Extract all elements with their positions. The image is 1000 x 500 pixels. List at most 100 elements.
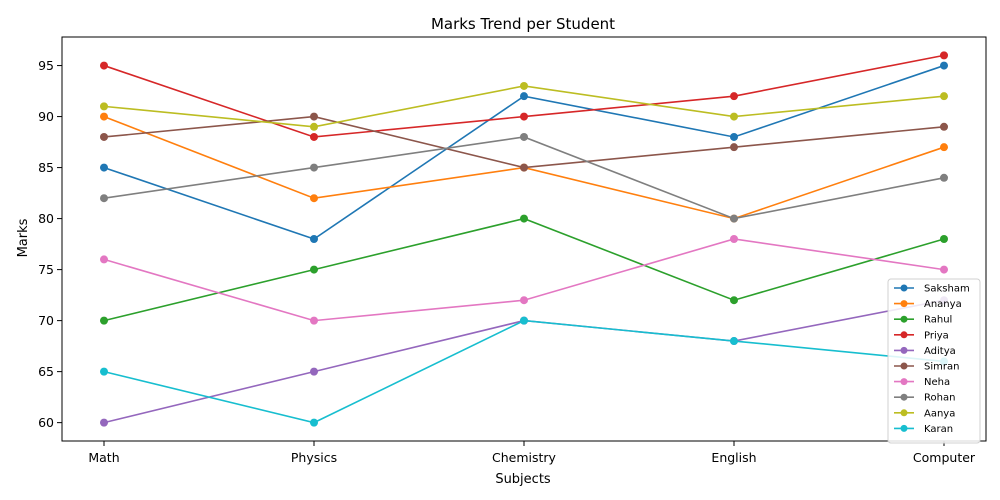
data-point [520, 92, 528, 101]
data-point [100, 255, 108, 264]
legend-swatch-marker [900, 362, 908, 370]
y-tick-label: 80 [38, 211, 54, 226]
legend-item: Rahul [894, 315, 952, 326]
legend-label: Aanya [924, 408, 955, 419]
legend-item: Simran [894, 362, 959, 373]
legend-label: Priya [924, 330, 949, 341]
series-aanya [100, 81, 948, 131]
legend: Saksham Ananya Rahul Priya Aditya Simran Neha R… [887, 278, 981, 444]
legend-item: Aditya [894, 346, 956, 357]
data-point [310, 122, 318, 131]
y-tick-label: 60 [38, 415, 54, 430]
data-point [940, 235, 948, 243]
x-axis-label: Subjects [495, 472, 551, 487]
series-karan [100, 316, 948, 427]
data-point [730, 92, 738, 101]
series-line [103, 136, 945, 220]
x-tick-label: Computer [913, 450, 976, 465]
legend-item: Saksham [894, 284, 970, 295]
legend-item: Ananya [894, 299, 962, 310]
data-point [940, 61, 948, 70]
data-point [310, 367, 318, 376]
data-point [940, 51, 948, 60]
y-tick-label: 90 [38, 109, 54, 124]
data-point [730, 296, 738, 305]
series-priya [100, 51, 948, 141]
x-tick-label: Physics [291, 450, 337, 465]
legend-swatch-marker [900, 300, 908, 308]
data-point [730, 337, 738, 346]
legend-item: Rohan [894, 393, 955, 404]
series-line [103, 238, 945, 322]
data-point [730, 143, 738, 152]
legend-swatch-marker [900, 315, 908, 323]
data-point [520, 214, 528, 223]
data-point [940, 173, 948, 182]
data-point [100, 316, 108, 325]
legend-swatch-marker [900, 346, 908, 354]
legend-label: Neha [924, 377, 950, 388]
data-point [100, 61, 108, 70]
series-saksham [100, 61, 948, 243]
legend-swatch-marker [900, 378, 908, 386]
legend-label: Rohan [924, 393, 955, 404]
data-point [100, 132, 108, 141]
data-point [310, 163, 318, 172]
y-tick-label: 85 [38, 160, 54, 175]
series-line [103, 115, 945, 169]
legend-label: Aditya [924, 346, 956, 357]
series-line [103, 217, 945, 322]
data-point [310, 235, 318, 243]
data-point [100, 194, 108, 203]
y-axis: 60 65 70 75 80 85 90 95 [38, 58, 62, 430]
data-point [730, 132, 738, 141]
series-line [103, 319, 945, 424]
series-rohan [100, 132, 948, 223]
legend-item: Neha [894, 377, 950, 388]
legend-item: Priya [894, 330, 949, 341]
legend-label: Saksham [924, 284, 970, 295]
data-point [100, 163, 108, 172]
data-point [940, 143, 948, 152]
legend-label: Karan [924, 424, 953, 435]
series-line [103, 85, 945, 128]
y-tick-label: 70 [38, 313, 54, 328]
data-point [730, 112, 738, 121]
legend-swatch-marker [900, 424, 908, 432]
data-point [940, 92, 948, 101]
series-aditya [100, 296, 948, 427]
y-axis-label: Marks [16, 218, 31, 257]
x-axis: Math Physics Chemistry English Computer [88, 441, 976, 465]
data-point [100, 102, 108, 111]
data-point [310, 132, 318, 141]
data-point [310, 316, 318, 325]
x-tick-label: English [711, 450, 756, 465]
series-line [103, 64, 945, 240]
data-point [100, 112, 108, 121]
y-tick-label: 65 [38, 364, 54, 379]
data-point [310, 418, 318, 427]
series-neha [100, 235, 948, 325]
legend-label: Ananya [924, 299, 962, 310]
data-point [730, 214, 738, 223]
legend-item: Aanya [894, 408, 955, 419]
legend-swatch-marker [900, 409, 908, 417]
series-simran [100, 112, 948, 172]
x-tick-label: Chemistry [492, 450, 557, 465]
legend-item: Karan [894, 424, 953, 435]
data-point [730, 235, 738, 243]
series-lines [100, 51, 948, 427]
data-point [940, 122, 948, 131]
x-tick-label: Math [88, 450, 119, 465]
legend-swatch-marker [900, 331, 908, 339]
data-point [100, 367, 108, 376]
data-point [310, 194, 318, 203]
legend-label: Rahul [924, 315, 952, 326]
chart-title: Marks Trend per Student [431, 15, 615, 33]
legend-label: Simran [924, 362, 959, 373]
data-point [310, 265, 318, 274]
data-point [520, 316, 528, 325]
data-point [310, 112, 318, 121]
legend-swatch-marker [900, 284, 908, 292]
